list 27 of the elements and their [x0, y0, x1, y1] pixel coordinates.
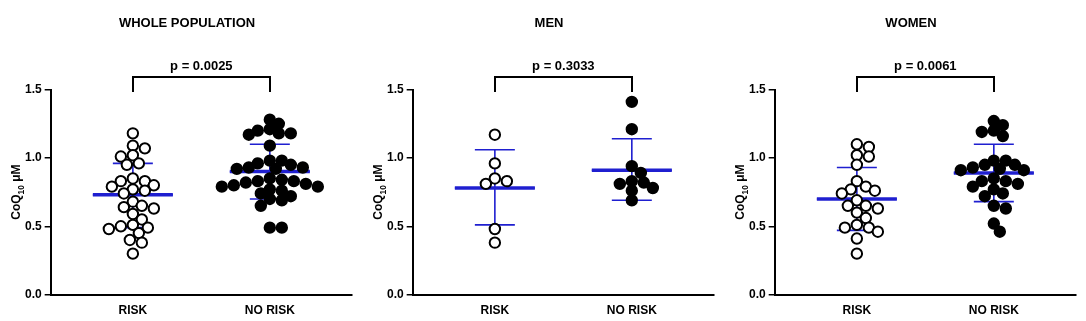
y-tick-label: 0.0: [748, 286, 766, 301]
text: p = 0.3033: [532, 57, 595, 73]
y-tick-label: 1.0: [24, 150, 42, 165]
x-tick-label: NO RISK: [968, 303, 1020, 318]
x-tick-label: NO RISK: [244, 303, 296, 318]
x-tick-label: RISK: [480, 303, 510, 318]
y-axis-title: CoQ10 μM: [9, 164, 26, 220]
y-tick-label: 1.5: [748, 81, 766, 96]
y-tick-label: 0.5: [24, 218, 42, 233]
y-tick-label: 1.0: [386, 150, 404, 165]
y-axis-title: CoQ10 μM: [371, 164, 388, 220]
y-tick-label: 0.0: [386, 286, 404, 301]
y-tick-label: 0.0: [24, 286, 42, 301]
y-tick-label: 1.5: [24, 81, 42, 96]
y-tick-label: 0.5: [386, 218, 404, 233]
chart-title: WHOLE POPULATION: [118, 15, 256, 31]
text: p = 0.0061: [894, 57, 957, 73]
y-tick-label: 0.5: [748, 218, 766, 233]
y-tick-label: 1.0: [748, 150, 766, 165]
y-tick-label: 1.5: [386, 81, 404, 96]
text: p = 0.0025: [170, 57, 233, 73]
x-tick-label: RISK: [118, 303, 148, 318]
chart-title: WOMEN: [885, 15, 937, 31]
y-axis-title: CoQ10 μM: [733, 164, 750, 220]
x-tick-label: NO RISK: [606, 303, 658, 318]
chart-title: MEN: [534, 15, 564, 31]
x-tick-label: RISK: [842, 303, 872, 318]
